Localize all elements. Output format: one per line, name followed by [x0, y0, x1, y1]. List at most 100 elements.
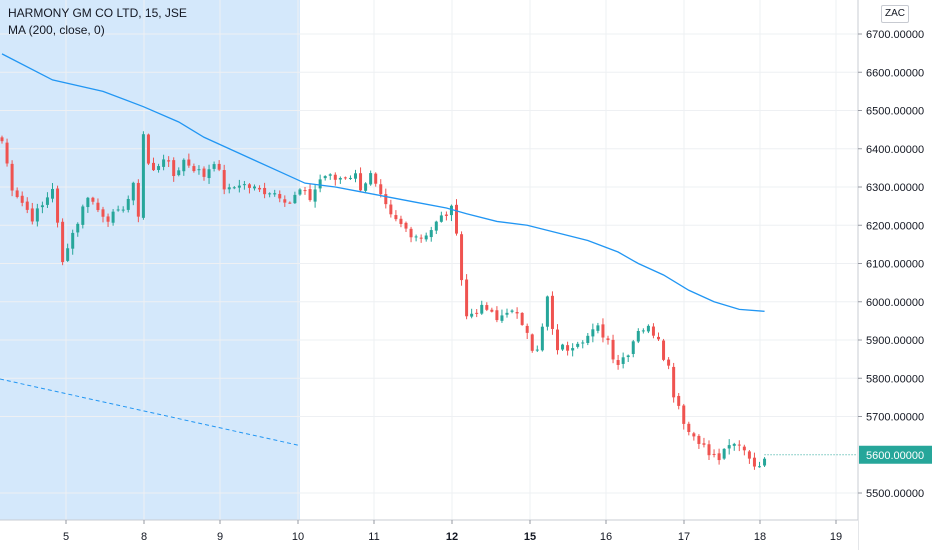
candle[interactable]	[475, 309, 479, 318]
candle[interactable]	[253, 184, 256, 191]
candle[interactable]	[697, 434, 701, 449]
candle[interactable]	[172, 157, 176, 182]
candle[interactable]	[35, 203, 39, 227]
candle[interactable]	[606, 335, 610, 345]
candle[interactable]	[96, 198, 100, 213]
candle[interactable]	[672, 362, 676, 403]
candle[interactable]	[71, 229, 75, 255]
candle[interactable]	[505, 308, 509, 318]
candle[interactable]	[556, 324, 559, 355]
candle[interactable]	[182, 158, 186, 176]
candle[interactable]	[434, 220, 438, 235]
date-range-highlight[interactable]	[0, 0, 300, 520]
candle[interactable]	[197, 165, 201, 175]
last-price-badge[interactable]	[859, 445, 932, 464]
candle[interactable]	[247, 183, 251, 194]
candle[interactable]	[162, 154, 166, 171]
candle[interactable]	[202, 166, 206, 181]
candle[interactable]	[626, 354, 630, 363]
candle[interactable]	[354, 169, 357, 183]
candle[interactable]	[490, 307, 494, 313]
candle[interactable]	[677, 393, 681, 410]
candle[interactable]	[338, 176, 342, 184]
candle[interactable]	[480, 300, 484, 315]
candle[interactable]	[429, 226, 433, 242]
candle[interactable]	[384, 188, 388, 209]
candle[interactable]	[455, 199, 458, 236]
candle[interactable]	[510, 309, 514, 314]
candle[interactable]	[364, 182, 368, 193]
candle[interactable]	[399, 215, 403, 228]
candle[interactable]	[288, 201, 292, 204]
candle[interactable]	[308, 183, 312, 202]
candle[interactable]	[419, 234, 423, 243]
candle[interactable]	[51, 183, 54, 203]
candle[interactable]	[682, 403, 686, 430]
candle[interactable]	[116, 205, 120, 212]
candle[interactable]	[460, 231, 464, 286]
candle[interactable]	[242, 180, 246, 190]
candle[interactable]	[409, 226, 413, 243]
time-axis[interactable]	[0, 520, 858, 550]
candle[interactable]	[404, 221, 408, 232]
candle[interactable]	[525, 323, 529, 340]
candle[interactable]	[641, 328, 645, 334]
candle[interactable]	[25, 197, 29, 214]
candle[interactable]	[495, 306, 499, 323]
candle[interactable]	[212, 161, 216, 172]
candle[interactable]	[131, 181, 135, 206]
candle[interactable]	[343, 176, 347, 180]
candle[interactable]	[485, 302, 489, 312]
candle[interactable]	[303, 186, 307, 195]
candle[interactable]	[263, 182, 267, 199]
candle[interactable]	[313, 184, 317, 208]
candle[interactable]	[576, 341, 580, 349]
candle[interactable]	[414, 234, 418, 242]
candle[interactable]	[732, 442, 736, 451]
candle[interactable]	[520, 312, 524, 326]
candle[interactable]	[30, 202, 34, 225]
candle[interactable]	[318, 174, 322, 193]
candle[interactable]	[596, 322, 600, 334]
candle[interactable]	[742, 444, 746, 456]
currency-badge[interactable]: ZAC	[881, 5, 909, 23]
candle[interactable]	[227, 183, 231, 194]
candle[interactable]	[106, 213, 110, 227]
candle[interactable]	[611, 334, 615, 364]
candle[interactable]	[394, 210, 398, 222]
candle[interactable]	[5, 138, 9, 167]
candle[interactable]	[621, 352, 625, 369]
candle[interactable]	[424, 232, 428, 242]
candle[interactable]	[157, 163, 161, 173]
candle[interactable]	[601, 318, 605, 343]
candle[interactable]	[530, 333, 534, 353]
candle[interactable]	[631, 339, 635, 358]
candle[interactable]	[91, 196, 95, 205]
ma200-line[interactable]	[1, 53, 765, 312]
candle[interactable]	[121, 206, 125, 213]
candle[interactable]	[152, 157, 155, 172]
candle[interactable]	[111, 209, 115, 226]
candle[interactable]	[545, 295, 549, 331]
candle[interactable]	[389, 199, 393, 218]
candle[interactable]	[268, 192, 272, 198]
candle[interactable]	[0, 135, 4, 144]
candle[interactable]	[177, 167, 181, 177]
candle[interactable]	[258, 185, 262, 193]
candle[interactable]	[465, 274, 469, 320]
candle[interactable]	[101, 206, 105, 223]
candle[interactable]	[591, 323, 595, 343]
candle[interactable]	[651, 323, 655, 339]
candle[interactable]	[379, 179, 383, 198]
candle[interactable]	[687, 421, 691, 436]
candle[interactable]	[752, 452, 756, 470]
candle[interactable]	[581, 340, 585, 349]
candle[interactable]	[187, 153, 191, 168]
candle[interactable]	[550, 291, 554, 335]
candle[interactable]	[45, 192, 49, 209]
candle[interactable]	[15, 187, 19, 199]
candle[interactable]	[283, 195, 287, 207]
candle[interactable]	[136, 179, 140, 223]
candle[interactable]	[232, 186, 236, 190]
